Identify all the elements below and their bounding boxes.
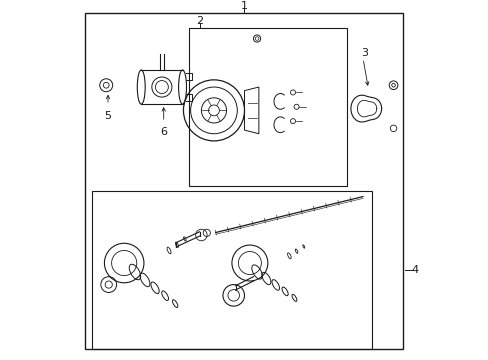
Text: 4: 4 (411, 265, 418, 275)
Text: 3: 3 (361, 48, 367, 58)
Bar (188, 28, 346, 186)
Bar (84, 13, 402, 349)
Text: 2: 2 (196, 15, 203, 26)
Text: 6: 6 (160, 127, 167, 138)
Text: 5: 5 (104, 111, 111, 121)
Bar (92, 191, 371, 349)
Text: 1: 1 (241, 1, 247, 11)
